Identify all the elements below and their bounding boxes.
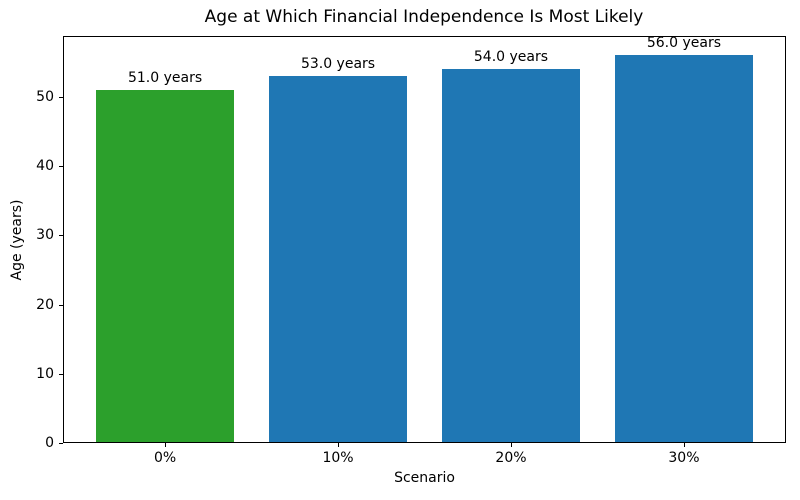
x-tick-mark [510,443,512,447]
x-tick-label: 20% [495,450,527,466]
x-tick-mark [338,443,340,447]
x-tick-label: 30% [668,450,700,466]
y-tick-mark [59,96,63,98]
bar-value-label: 56.0 years [646,35,722,52]
y-tick-label: 10 [36,365,54,382]
y-tick-label: 0 [45,435,54,451]
bar-value-label: 54.0 years [473,49,549,66]
y-tick-mark [59,166,63,168]
bar-20% [441,69,581,443]
y-tick-label: 30 [36,227,54,244]
y-tick-mark [59,235,63,237]
bar-10% [268,76,408,443]
bar-value-label: 53.0 years [300,56,376,73]
bar-value-label: 51.0 years [127,69,203,86]
y-tick-label: 50 [36,88,54,105]
chart-title: Age at Which Financial Independence Is M… [204,7,644,27]
y-tick-mark [59,443,63,444]
x-tick-mark [683,443,685,447]
y-tick-mark [59,373,63,375]
bar-0% [95,89,235,443]
y-tick-label: 20 [36,296,54,313]
y-tick-mark [59,304,63,306]
y-tick-label: 40 [36,158,54,175]
bar-30% [614,55,754,443]
x-tick-label: 0% [153,450,177,466]
x-tick-label: 10% [322,450,354,466]
x-tick-mark [165,443,167,447]
x-axis-label: Scenario [394,470,455,486]
